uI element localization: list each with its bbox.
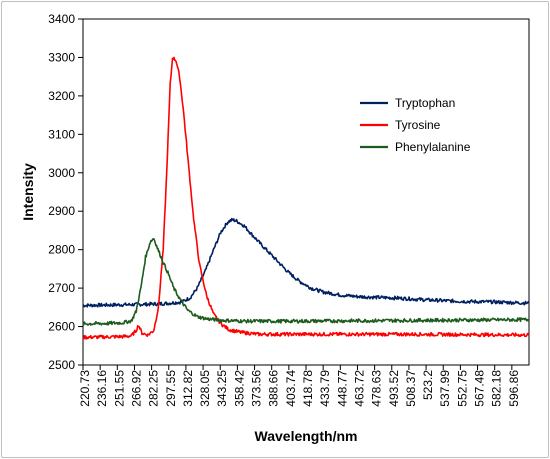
x-tick-label: 236.16	[95, 370, 109, 407]
x-tick-label: 251.55	[112, 370, 126, 407]
x-tick-label: 297.55	[164, 370, 178, 407]
x-tick-label: 403.74	[284, 370, 298, 407]
series-line-tryptophan	[82, 217, 530, 308]
plot-area	[82, 18, 530, 366]
legend-label-phenylalanine: Phenylalanine	[395, 140, 471, 154]
y-tick-label: 2500	[48, 358, 75, 372]
x-tick-label: 328.05	[198, 370, 212, 407]
legend: Tryptophan Tyrosine Phenylalanine	[360, 96, 471, 154]
y-tick-label: 3100	[48, 127, 75, 141]
y-tick-label: 3400	[48, 12, 75, 26]
x-axis-title: Wavelength/nm	[255, 428, 358, 444]
x-tick-label: 266.92	[129, 370, 143, 407]
y-tick-label: 2900	[48, 204, 75, 218]
y-tick-label: 2800	[48, 243, 75, 257]
y-tick-label: 3000	[48, 166, 75, 180]
x-tick-label: 463.72	[352, 370, 366, 407]
x-tick-label: 493.52	[387, 370, 401, 407]
x-tick-label: 448.77	[335, 370, 349, 407]
series-line-tyrosine	[82, 56, 530, 340]
legend-label-tryptophan: Tryptophan	[395, 96, 455, 110]
x-tick-label: 358.42	[232, 370, 246, 407]
x-ticks: 220.73 236.16 251.55 266.92 282.25 297.55 312.…	[78, 365, 521, 407]
y-axis-title: Intensity	[20, 163, 36, 221]
y-tick-label: 3200	[48, 89, 75, 103]
y-tick-label: 3300	[48, 50, 75, 64]
series-line-phenylalanine	[82, 238, 530, 326]
x-tick-label: 582.18	[490, 370, 504, 407]
plot-area-border	[82, 18, 530, 366]
x-tick-label: 282.25	[147, 370, 161, 407]
x-tick-label: 537.99	[438, 370, 452, 407]
x-tick-label: 312.82	[181, 370, 195, 407]
y-tick-label: 2600	[48, 320, 75, 334]
x-tick-label: 388.66	[267, 370, 281, 407]
legend-label-tyrosine: Tyrosine	[395, 118, 441, 132]
x-tick-label: 523.2	[421, 370, 435, 400]
series-group	[82, 56, 530, 340]
x-tick-label: 418.78	[301, 370, 315, 407]
x-tick-label: 596.86	[507, 370, 521, 407]
x-tick-label: 552.75	[455, 370, 469, 407]
y-tick-label: 2700	[48, 281, 75, 295]
x-tick-label: 433.79	[318, 370, 332, 407]
x-tick-label: 567.48	[473, 370, 487, 407]
y-ticks: 2500 2600 2700 2800 2900 3000 3100 3200 3300 3400	[48, 12, 83, 372]
x-tick-label: 478.63	[370, 370, 384, 407]
x-tick-label: 373.56	[250, 370, 264, 407]
x-tick-label: 220.73	[78, 370, 92, 407]
x-tick-label: 343.25	[215, 370, 229, 407]
x-tick-label: 508.37	[404, 370, 418, 407]
